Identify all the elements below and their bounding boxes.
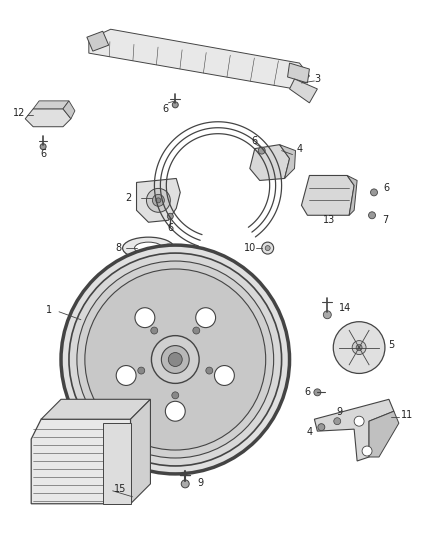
Circle shape: [167, 213, 173, 219]
Circle shape: [265, 246, 270, 251]
Circle shape: [258, 147, 265, 154]
Circle shape: [152, 195, 164, 206]
Ellipse shape: [123, 237, 174, 259]
Polygon shape: [41, 399, 150, 419]
Text: 11: 11: [401, 410, 413, 420]
Polygon shape: [131, 399, 150, 504]
Circle shape: [168, 352, 182, 367]
Circle shape: [77, 261, 274, 458]
Polygon shape: [347, 175, 357, 215]
Ellipse shape: [134, 242, 162, 254]
Circle shape: [262, 242, 274, 254]
Polygon shape: [301, 175, 354, 215]
Circle shape: [172, 102, 178, 108]
Text: 8: 8: [116, 243, 122, 253]
Circle shape: [40, 144, 46, 150]
Text: 6: 6: [384, 183, 390, 193]
Text: 10: 10: [244, 243, 256, 253]
Text: 6: 6: [162, 104, 168, 114]
Circle shape: [135, 308, 155, 328]
Text: 12: 12: [13, 108, 25, 118]
Text: 4: 4: [297, 143, 303, 154]
Circle shape: [352, 341, 366, 354]
Circle shape: [371, 189, 378, 196]
Polygon shape: [33, 101, 69, 109]
Text: 5: 5: [388, 340, 394, 350]
Text: 1: 1: [46, 305, 52, 315]
Text: 7: 7: [382, 215, 388, 225]
Circle shape: [323, 311, 331, 319]
Polygon shape: [25, 109, 71, 127]
Polygon shape: [103, 423, 131, 504]
Text: 2: 2: [125, 193, 132, 204]
Polygon shape: [290, 79, 318, 103]
Text: 4: 4: [306, 427, 312, 437]
Text: 6: 6: [167, 223, 173, 233]
Text: 14: 14: [339, 303, 351, 313]
Text: 3: 3: [314, 74, 321, 84]
Polygon shape: [137, 179, 180, 222]
Polygon shape: [31, 419, 131, 504]
Circle shape: [196, 308, 215, 328]
Circle shape: [362, 446, 372, 456]
Circle shape: [165, 401, 185, 421]
Circle shape: [85, 269, 266, 450]
Text: 9: 9: [336, 407, 342, 417]
Polygon shape: [89, 29, 309, 89]
Circle shape: [206, 367, 213, 374]
Polygon shape: [314, 399, 394, 461]
Circle shape: [116, 366, 136, 385]
Circle shape: [181, 480, 189, 488]
Circle shape: [156, 198, 161, 203]
Circle shape: [354, 416, 364, 426]
Text: 6: 6: [252, 136, 258, 146]
Circle shape: [161, 345, 189, 374]
Circle shape: [172, 392, 179, 399]
Polygon shape: [87, 31, 109, 51]
Text: 6: 6: [304, 387, 311, 397]
Text: 15: 15: [114, 484, 127, 494]
Circle shape: [193, 327, 200, 334]
Circle shape: [334, 418, 341, 425]
Circle shape: [318, 424, 325, 431]
Circle shape: [146, 188, 170, 212]
Circle shape: [152, 336, 199, 383]
Circle shape: [356, 345, 362, 351]
Polygon shape: [288, 63, 309, 83]
Text: 9: 9: [197, 478, 203, 488]
Polygon shape: [250, 144, 290, 181]
Circle shape: [138, 367, 145, 374]
Text: 6: 6: [40, 149, 46, 159]
Circle shape: [314, 389, 321, 396]
Circle shape: [151, 327, 158, 334]
Polygon shape: [279, 144, 296, 179]
Circle shape: [333, 322, 385, 374]
Circle shape: [215, 366, 234, 385]
Polygon shape: [63, 101, 75, 119]
Polygon shape: [369, 411, 399, 457]
Circle shape: [61, 245, 290, 474]
Circle shape: [69, 253, 282, 466]
Text: 13: 13: [323, 215, 336, 225]
Circle shape: [368, 212, 375, 219]
